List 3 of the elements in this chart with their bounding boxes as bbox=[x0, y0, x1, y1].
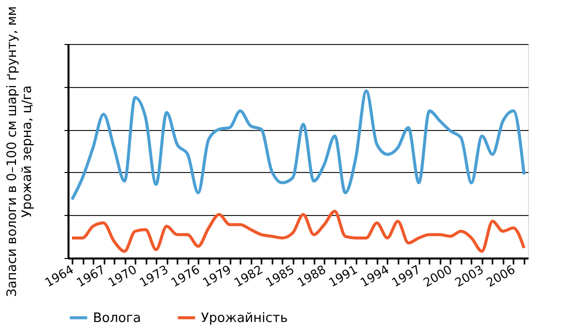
legend-label: Волога bbox=[93, 310, 141, 326]
legend-label: Урожайність bbox=[201, 310, 288, 326]
y-axis-title: Запаси вологи в 0–100 см шарі ґрунту, мм Урожай зерна, ц/га bbox=[5, 6, 35, 297]
